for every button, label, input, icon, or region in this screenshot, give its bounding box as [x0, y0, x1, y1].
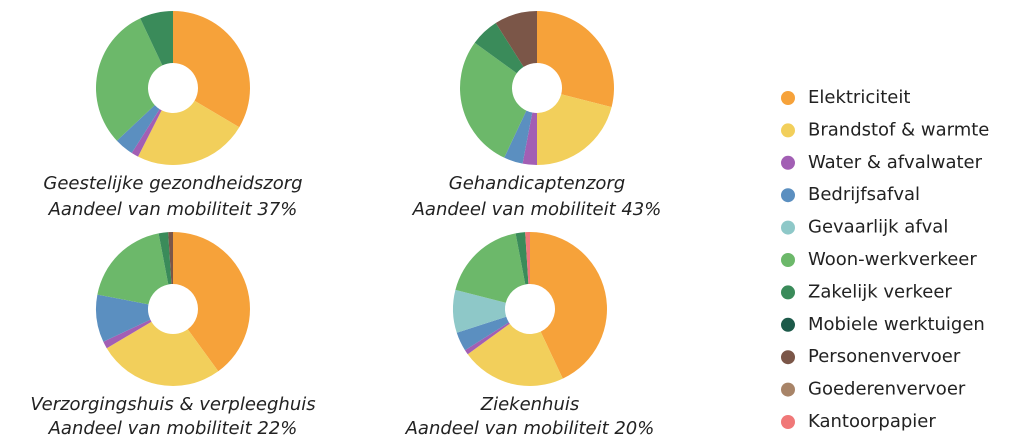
legend-label: Elektriciteit	[808, 87, 910, 108]
slice	[525, 232, 530, 285]
chart-subtitle: Aandeel van mobiliteit 37%	[48, 199, 298, 220]
slice	[467, 323, 563, 387]
legend-label: Bedrijfsafval	[808, 184, 920, 205]
slice	[515, 232, 529, 285]
slice	[158, 232, 172, 285]
slice	[140, 11, 173, 66]
slice	[116, 105, 160, 154]
legend-swatch	[781, 188, 795, 203]
legend-label: Zakelijk verkeer	[808, 281, 952, 302]
slice	[537, 94, 612, 165]
chart-subtitle: Aandeel van mobiliteit 22%	[48, 418, 298, 436]
slice	[474, 22, 524, 74]
chart-title: Ziekenhuis	[480, 394, 580, 415]
slice	[168, 232, 173, 285]
legend-label: Gevaarlijk afval	[808, 217, 948, 238]
legend-label: Goederenvervoer	[808, 379, 966, 400]
chart-subtitle: Aandeel van mobiliteit 20%	[405, 418, 655, 436]
slice	[95, 294, 151, 342]
chart-title: Gehandicaptenzorg	[449, 173, 625, 194]
slice	[131, 109, 162, 157]
legend-label: Woon-werkverkeer	[808, 249, 977, 270]
legend-swatch	[781, 382, 795, 397]
legend-swatch	[781, 155, 795, 170]
slice	[460, 42, 527, 158]
legend-swatch	[781, 91, 795, 105]
legend-swatch	[781, 317, 795, 332]
slice	[95, 18, 163, 141]
legend-swatch	[781, 220, 795, 235]
slice	[464, 322, 510, 355]
slice	[453, 289, 507, 333]
slice	[173, 11, 250, 128]
legend-label: Kantoorpapier	[808, 411, 936, 432]
slice	[97, 233, 169, 305]
chart-title: Geestelijke gezondheidszorg	[43, 173, 302, 194]
slice	[138, 100, 240, 165]
slice	[456, 316, 509, 351]
legend-label: Water & afvalwater	[808, 152, 983, 173]
slice	[103, 319, 152, 349]
slice	[495, 11, 537, 67]
legend-label: Personenvervoer	[808, 346, 961, 367]
legend-swatch	[781, 415, 795, 429]
legend-swatch	[781, 253, 795, 267]
legend-swatch	[781, 285, 795, 300]
legend-swatch	[781, 123, 795, 138]
chart-title: Verzorgingshuis & verpleeghuis	[30, 394, 315, 415]
legend-swatch	[781, 350, 795, 365]
slice	[522, 112, 537, 165]
chart-subtitle: Aandeel van mobiliteit 43%	[412, 199, 662, 220]
slice	[537, 11, 615, 108]
legend-label: Brandstof & warmte	[808, 119, 989, 140]
slice	[106, 321, 219, 386]
slice	[530, 232, 607, 379]
legend-label: Mobiele werktuigen	[808, 314, 985, 335]
slice	[504, 110, 533, 164]
slice	[455, 233, 526, 303]
slice	[173, 232, 250, 372]
